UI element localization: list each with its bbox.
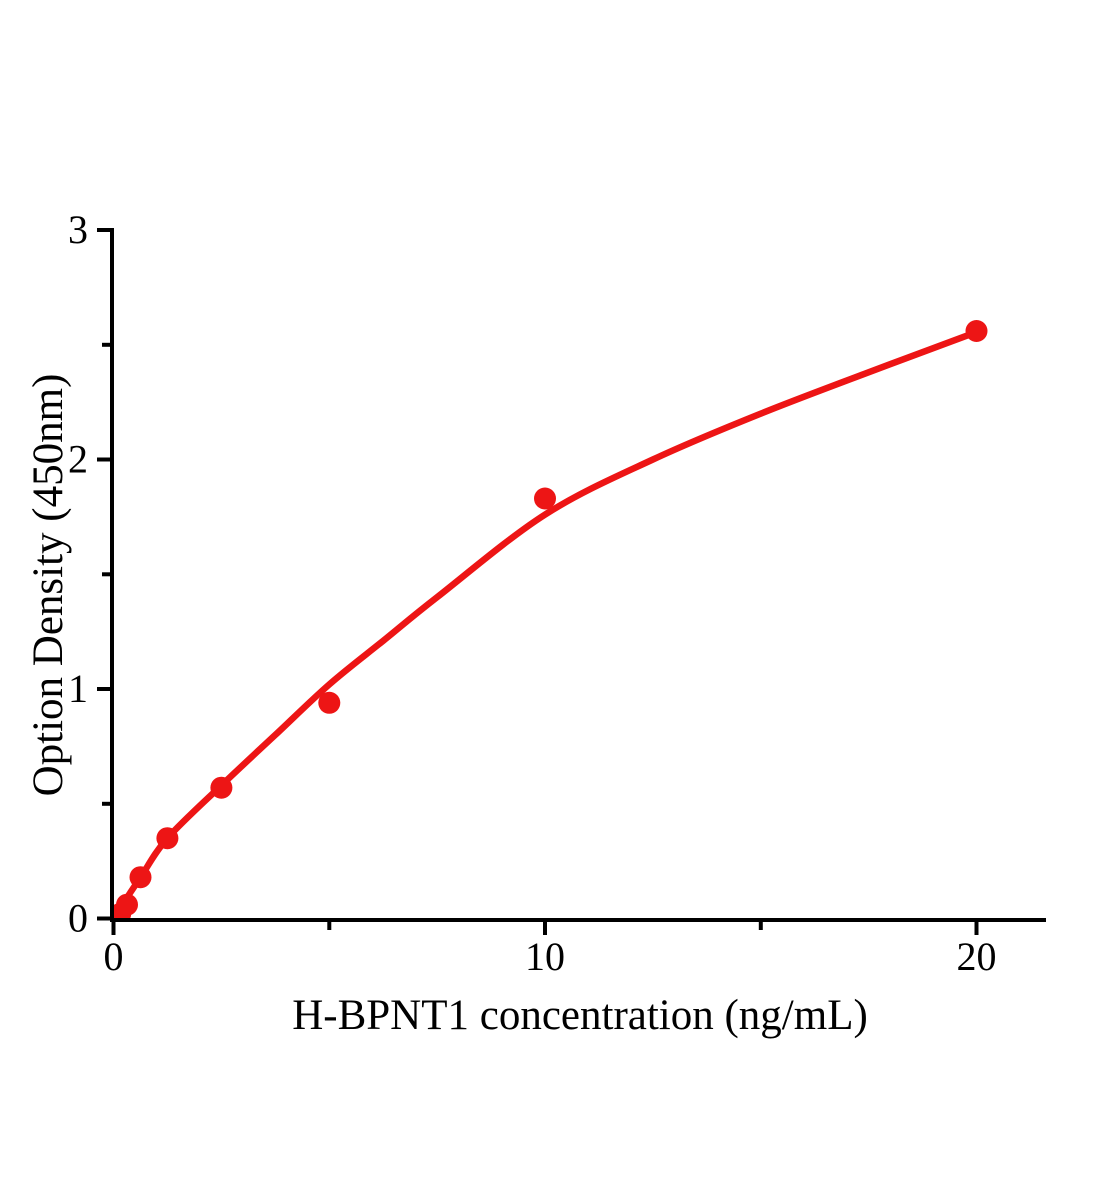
y-tick-label: 3	[68, 207, 88, 252]
data-point	[116, 893, 138, 916]
y-tick-label: 1	[68, 666, 88, 711]
y-axis-title: Option Density (450nm)	[25, 374, 72, 797]
y-tick-label: 2	[68, 437, 88, 482]
data-point	[210, 776, 233, 799]
axes-layer	[97, 228, 1046, 935]
data-layer	[114, 320, 988, 919]
data-point	[156, 827, 179, 850]
x-tick-label: 10	[525, 934, 565, 979]
x-tick-label: 0	[104, 934, 124, 979]
y-tick-label: 0	[68, 896, 88, 941]
data-point	[129, 866, 152, 889]
data-point	[965, 320, 988, 342]
fit-curve	[114, 328, 980, 919]
data-point	[318, 691, 341, 714]
x-tick-label: 20	[957, 934, 997, 979]
x-axis-title: H-BPNT1 concentration (ng/mL)	[292, 992, 868, 1039]
data-point	[534, 487, 556, 510]
tick-labels-layer: 0 10 20 0 1 2 3	[68, 207, 997, 979]
